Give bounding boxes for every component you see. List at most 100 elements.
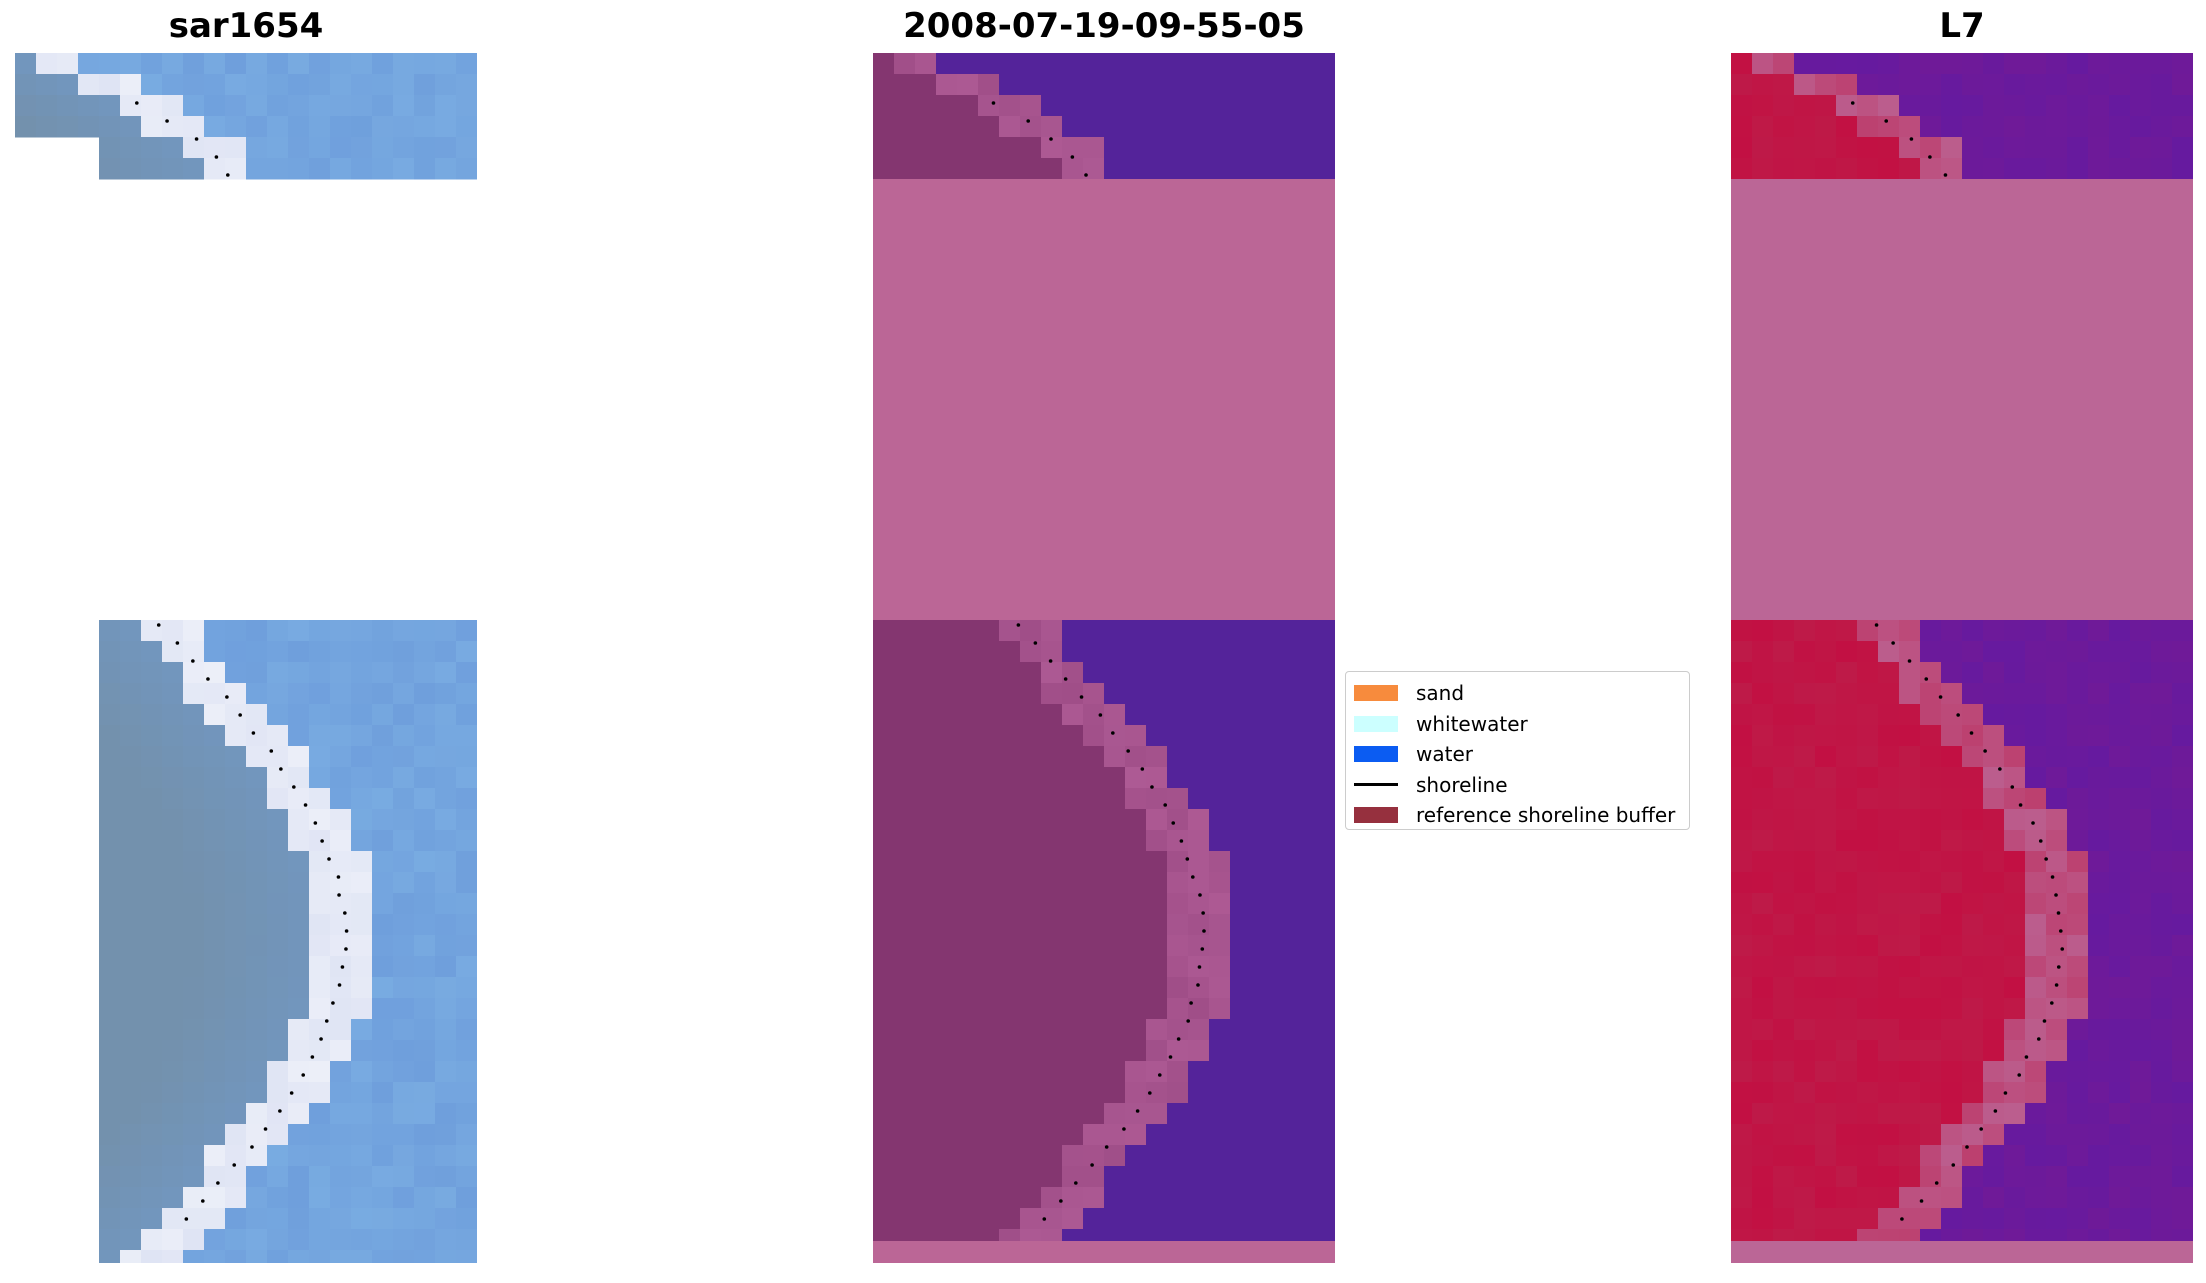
legend-item-water: water	[1354, 739, 1681, 770]
bottom-mask-strip	[1731, 1241, 2193, 1263]
water-swatch	[1354, 746, 1398, 762]
shoreline-point	[344, 947, 348, 951]
buffer-swatch	[1354, 807, 1398, 823]
shoreline-point	[1956, 713, 1960, 717]
shoreline-point	[1136, 1109, 1140, 1113]
shoreline-point	[1191, 875, 1195, 879]
shoreline-point	[2043, 1019, 2047, 1023]
shoreline-point	[201, 1199, 205, 1203]
legend-label: reference shoreline buffer	[1416, 803, 1675, 827]
shoreline-point	[225, 695, 229, 699]
legend-label: whitewater	[1416, 712, 1528, 736]
shoreline-point	[165, 119, 169, 123]
shoreline-point	[319, 1037, 323, 1041]
shoreline-point	[1970, 731, 1974, 735]
shoreline-point	[337, 893, 341, 897]
shoreline-point	[1998, 767, 2002, 771]
legend-label: sand	[1416, 681, 1464, 705]
shoreline-point	[215, 155, 219, 159]
shoreline-point	[325, 1019, 329, 1023]
shoreline-point	[1105, 1145, 1109, 1149]
rgb-image-panel	[15, 53, 477, 1263]
shoreline-point	[1080, 695, 1084, 699]
shoreline-point	[206, 677, 210, 681]
shoreline-point	[341, 965, 345, 969]
shoreline-point	[1186, 857, 1190, 861]
shoreline-point	[290, 1091, 294, 1095]
shoreline-point	[1148, 1091, 1152, 1095]
legend-item-buffer: reference shoreline buffer	[1354, 800, 1681, 831]
shoreline-point	[331, 1001, 335, 1005]
shoreline-line-swatch	[1354, 783, 1398, 786]
shoreline-point	[1169, 1055, 1173, 1059]
shoreline-point	[232, 1163, 236, 1167]
shoreline-point	[1994, 1109, 1998, 1113]
shoreline-point	[1186, 1019, 1190, 1023]
shoreline-point	[1910, 137, 1914, 141]
shoreline-point	[2025, 1055, 2029, 1059]
whitewater-swatch	[1354, 716, 1398, 732]
shoreline-point	[345, 929, 349, 933]
shoreline-point	[343, 911, 347, 915]
shoreline-point	[1200, 947, 1204, 951]
legend-item-shoreline: shoreline	[1354, 770, 1681, 801]
shoreline-point	[301, 1073, 305, 1077]
shoreline-point	[1150, 785, 1154, 789]
shoreline-point	[327, 857, 331, 861]
shoreline-point	[2059, 929, 2063, 933]
shoreline-point	[1983, 749, 1987, 753]
shoreline-point	[1875, 623, 1879, 627]
shoreline-point	[2057, 965, 2061, 969]
shoreline-point	[1201, 911, 1205, 915]
shoreline-point	[1900, 1217, 1904, 1221]
shoreline-point	[1049, 659, 1053, 663]
shoreline-point	[176, 641, 180, 645]
shoreline-point	[304, 803, 308, 807]
shoreline-point	[2039, 839, 2043, 843]
shoreline-point	[1177, 1037, 1181, 1041]
shoreline-point	[1198, 965, 1202, 969]
shoreline-point	[2057, 911, 2061, 915]
shoreline-point	[2051, 875, 2055, 879]
shoreline-point	[1042, 1217, 1046, 1221]
shoreline-point	[135, 101, 139, 105]
shoreline-point	[238, 713, 242, 717]
shoreline-point	[1908, 659, 1912, 663]
shoreline-point	[1920, 1199, 1924, 1203]
shoreline-point	[1944, 173, 1948, 177]
shoreline-point	[1884, 119, 1888, 123]
shoreline-point	[1202, 929, 1206, 933]
shoreline-point	[1017, 623, 1021, 627]
legend-item-sand: sand	[1354, 678, 1681, 709]
shoreline-point	[250, 1145, 254, 1149]
shoreline-point	[1074, 1181, 1078, 1185]
shoreline-point	[1198, 893, 1202, 897]
shoreline-point	[1126, 749, 1130, 753]
shoreline-point	[269, 749, 273, 753]
shoreline-point	[314, 821, 318, 825]
panel-title-sensor: L7	[1731, 6, 2193, 46]
shoreline-point	[1979, 1127, 1983, 1131]
shoreline-point	[2054, 893, 2058, 897]
shoreline-point	[320, 839, 324, 843]
sand-swatch	[1354, 685, 1398, 701]
shoreline-point	[1965, 1145, 1969, 1149]
shoreline-point	[2010, 785, 2014, 789]
shoreline-point	[2050, 1001, 2054, 1005]
mndwi-image-panel	[1731, 53, 2193, 1263]
shoreline-point	[1928, 155, 1932, 159]
shoreline-point	[992, 101, 996, 105]
shoreline-point	[1171, 821, 1175, 825]
shoreline-point	[1158, 1073, 1162, 1077]
shoreline-point	[1189, 1001, 1193, 1005]
shoreline-point	[1851, 101, 1855, 105]
panel-title-date: 2008-07-19-09-55-05	[873, 6, 1335, 46]
shoreline-point	[157, 623, 161, 627]
shoreline-point	[1026, 119, 1030, 123]
shoreline-point	[1071, 155, 1075, 159]
shoreline-point	[264, 1127, 268, 1131]
shoreline-point	[2037, 1037, 2041, 1041]
legend: sand whitewater water shoreline referenc…	[1345, 671, 1690, 830]
shoreline-point	[1141, 767, 1145, 771]
shoreline-point	[1122, 1127, 1126, 1131]
